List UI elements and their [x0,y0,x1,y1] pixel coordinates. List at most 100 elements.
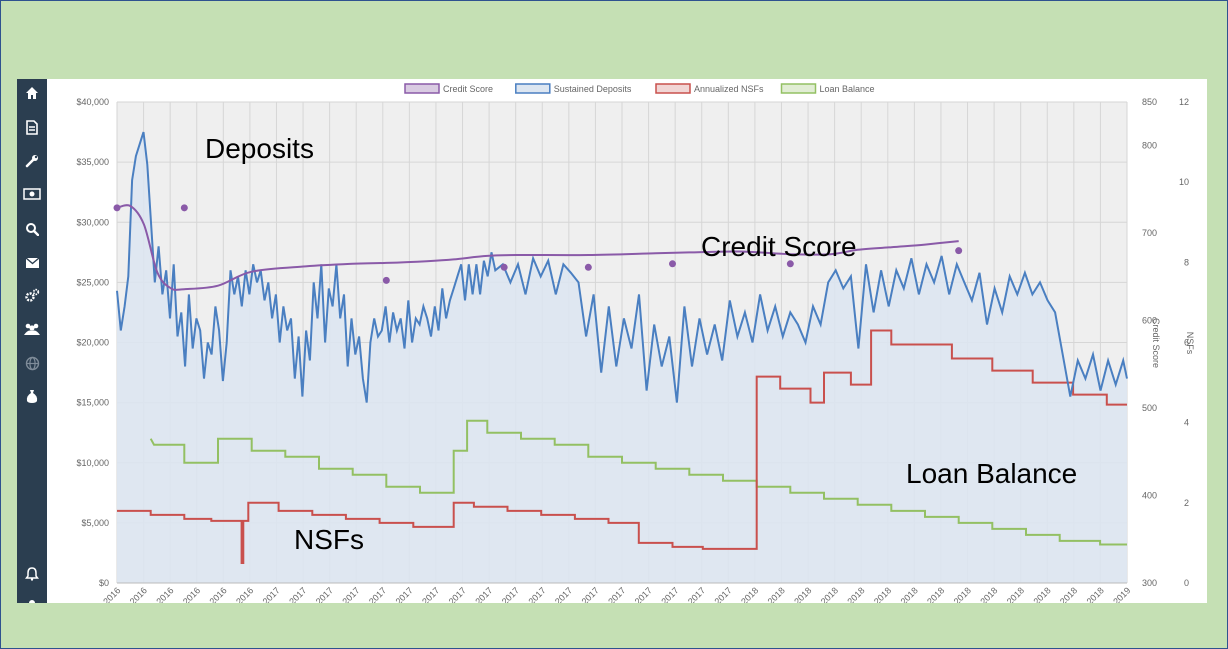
x-tick-label: 2017 [394,585,415,603]
credit-score-annotation: Credit Score [701,231,857,262]
series-line-credit-score [116,204,959,291]
y-tick-label-left: $0 [99,578,109,588]
credit-score-point [382,276,390,284]
x-tick-label: 2017 [261,585,282,603]
x-tick-label: 2017 [314,585,335,603]
x-tick-label: 2018 [792,585,813,603]
credit-score-point [786,260,794,268]
bell-icon[interactable] [22,563,42,583]
x-tick-label: 2018 [739,585,760,603]
y-tick-label-credit-score: 850 [1142,97,1157,107]
cash-icon[interactable] [22,184,42,204]
x-tick-label: 2017 [367,585,388,603]
x-tick-label: 2016 [154,585,175,603]
legend-swatch [515,83,551,94]
envelope-icon[interactable] [22,253,42,273]
y-tick-label-left: $20,000 [76,338,109,348]
money-bag-icon[interactable] [22,386,42,406]
deposits-area-fill [117,132,1127,583]
x-tick-label: 2017 [526,585,547,603]
y-tick-label-nsfs: 8 [1184,257,1189,267]
x-tick-label: 2017 [420,585,441,603]
y-tick-label-credit-score: 400 [1142,491,1157,501]
x-tick-label: 2017 [580,585,601,603]
series-line-loan-balance [149,419,1127,546]
x-tick-label: 2017 [473,585,494,603]
x-tick-label: 2018 [952,585,973,603]
y-tick-label-nsfs: 2 [1184,498,1189,508]
x-tick-label: 2018 [1031,585,1052,603]
x-tick-label: 2017 [712,585,733,603]
document-icon[interactable] [22,117,42,137]
y-tick-label-left: $5,000 [81,518,109,528]
series-line-sustained-deposits [116,131,1128,403]
x-tick-label: 2017 [500,585,521,603]
x-tick-label: 2016 [128,585,149,603]
home-icon[interactable] [22,83,42,103]
x-tick-label: 2018 [766,585,787,603]
y-tick-label-credit-score: 500 [1142,403,1157,413]
y-axis-title-nsfs: NSFs [1185,332,1195,355]
x-tick-label: 2019 [1111,585,1132,603]
legend-label: Sustained Deposits [554,84,632,94]
x-tick-label: 2018 [819,585,840,603]
series-line-annualized-nsfs [117,329,1127,564]
legend-label: Credit Score [443,84,493,94]
legend-swatch [404,83,440,94]
legend-swatch [655,83,691,94]
legend-label: Annualized NSFs [694,84,764,94]
x-tick-label: 2018 [1085,585,1106,603]
x-tick-label: 2017 [633,585,654,603]
y-tick-label-left: $25,000 [76,277,109,287]
x-tick-label: 2016 [207,585,228,603]
search-icon[interactable] [22,219,42,239]
x-tick-label: 2017 [287,585,308,603]
y-tick-label-left: $10,000 [76,458,109,468]
y-tick-label-nsfs: 6 [1184,338,1189,348]
x-tick-label: 2018 [872,585,893,603]
x-tick-label: 2017 [447,585,468,603]
x-tick-label: 2018 [845,585,866,603]
sidebar [17,79,47,603]
y-tick-label-credit-score: 600 [1142,316,1157,326]
credit-score-point [584,263,592,271]
globe-icon[interactable] [22,353,42,373]
wrench-icon[interactable] [22,151,42,171]
y-tick-label-credit-score: 800 [1142,141,1157,151]
y-tick-label-nsfs: 12 [1179,97,1189,107]
deposits-annotation: Deposits [205,133,314,164]
y-tick-label-credit-score: 300 [1142,578,1157,588]
y-tick-label-credit-score: 700 [1142,228,1157,238]
nsfs-annotation: NSFs [294,524,364,555]
x-tick-label: 2017 [553,585,574,603]
credit-score-point [180,204,188,212]
x-tick-label: 2018 [1058,585,1079,603]
loan-balance-annotation: Loan Balance [906,458,1078,489]
x-tick-label: 2017 [606,585,627,603]
credit-score-point [500,263,508,271]
legend-swatch [780,83,817,94]
credit-score-point [113,204,121,212]
y-tick-label-left: $30,000 [76,217,109,227]
x-tick-label: 2016 [181,585,202,603]
x-tick-label: 2018 [1005,585,1026,603]
x-tick-label: 2017 [686,585,707,603]
y-axis-title-credit-score: Credit Score [1151,318,1161,368]
legend-label: Loan Balance [820,84,875,94]
credit-score-point [669,260,676,268]
y-tick-label-nsfs: 10 [1179,177,1189,187]
x-tick-label: 2017 [659,585,680,603]
x-tick-label: 2018 [899,585,920,603]
users-icon[interactable] [22,319,42,339]
y-tick-label-nsfs: 4 [1184,418,1189,428]
y-tick-label-left: $35,000 [76,157,109,167]
credit-score-point [955,247,963,255]
chart: $0 $5,000 $10,000 $15,000 $20,000 $25,000 $30,… [76,83,1195,603]
gears-icon[interactable] [22,286,42,306]
user-icon[interactable] [22,595,42,603]
y-tick-label-left: $40,000 [76,97,109,107]
x-tick-label: 2018 [978,585,999,603]
y-tick-label-nsfs: 0 [1184,578,1189,588]
x-tick-label: 2016 [234,585,255,603]
